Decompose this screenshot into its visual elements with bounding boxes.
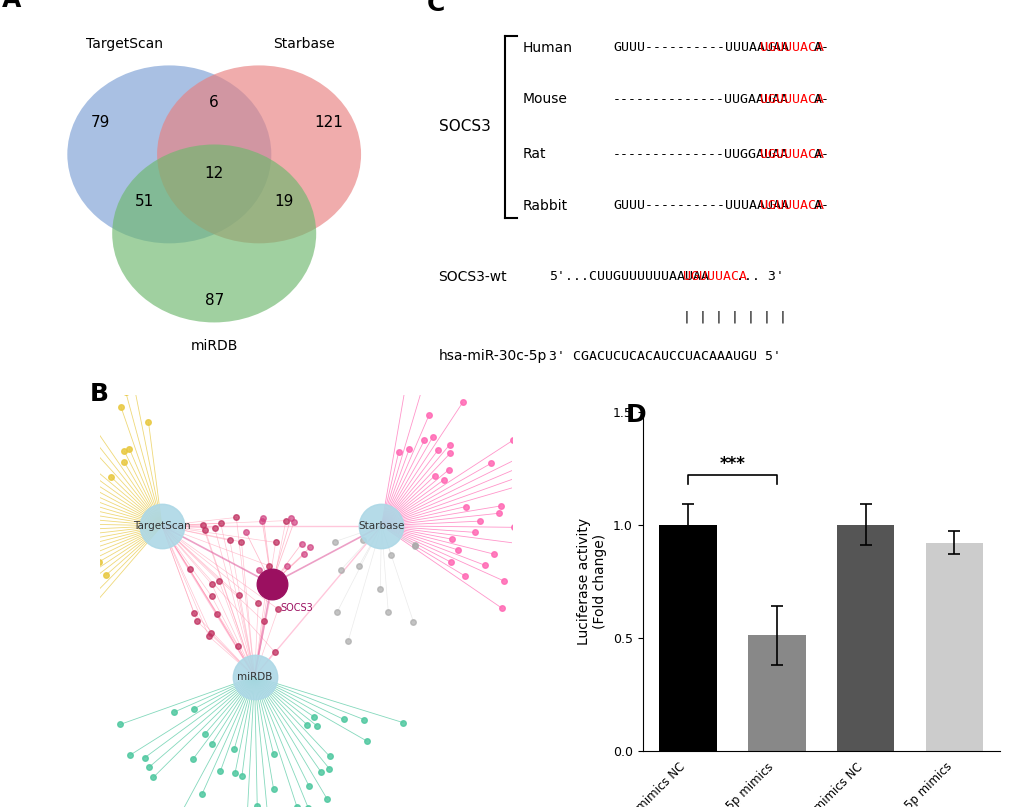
Text: GUUU----------UUUAAUAA: GUUU----------UUUAAUAA bbox=[612, 41, 789, 54]
Text: UGUUUACA: UGUUUACA bbox=[759, 199, 823, 212]
Text: TargetScan: TargetScan bbox=[133, 521, 191, 531]
Text: hsa-miR-30c-5p: hsa-miR-30c-5p bbox=[438, 349, 546, 363]
Text: A: A bbox=[2, 0, 21, 12]
Text: SOCS3: SOCS3 bbox=[438, 119, 490, 134]
Ellipse shape bbox=[112, 144, 316, 323]
Text: ... 3': ... 3' bbox=[736, 270, 784, 283]
Text: SOCS3-wt: SOCS3-wt bbox=[438, 270, 506, 284]
Bar bbox=[836, 525, 894, 751]
Text: UGUUUACA: UGUUUACA bbox=[682, 270, 746, 283]
Text: UGUUUACA: UGUUUACA bbox=[759, 148, 823, 161]
Text: 87: 87 bbox=[205, 293, 223, 307]
Text: A-: A- bbox=[813, 199, 828, 212]
Text: UGUUUACA: UGUUUACA bbox=[759, 93, 823, 106]
Bar bbox=[924, 542, 982, 751]
Text: 5'...CUUGUUUUUUAAUAA: 5'...CUUGUUUUUUAAUAA bbox=[548, 270, 708, 283]
Bar bbox=[658, 525, 716, 751]
Text: Rabbit: Rabbit bbox=[523, 199, 568, 213]
Text: A-: A- bbox=[813, 148, 828, 161]
Text: Starbase: Starbase bbox=[273, 36, 334, 51]
Text: 6: 6 bbox=[209, 95, 219, 110]
Text: --------------UUGGAUAA: --------------UUGGAUAA bbox=[612, 148, 789, 161]
Text: C: C bbox=[427, 0, 445, 16]
Text: GUUU----------UUUAAUAA: GUUU----------UUUAAUAA bbox=[612, 199, 789, 212]
Ellipse shape bbox=[67, 65, 271, 244]
Text: A-: A- bbox=[813, 41, 828, 54]
Text: miRDB: miRDB bbox=[191, 339, 237, 353]
Text: B: B bbox=[90, 382, 109, 406]
Text: SOCS3: SOCS3 bbox=[280, 603, 313, 613]
Text: 12: 12 bbox=[205, 166, 223, 181]
Text: 51: 51 bbox=[136, 194, 154, 209]
Text: 19: 19 bbox=[274, 194, 292, 209]
Text: Mouse: Mouse bbox=[523, 92, 568, 106]
Y-axis label: Luciferase activity
(Fold change): Luciferase activity (Fold change) bbox=[577, 517, 606, 645]
Text: Human: Human bbox=[523, 40, 573, 55]
Text: | | | | | | |: | | | | | | | bbox=[682, 310, 786, 323]
Text: Rat: Rat bbox=[523, 148, 546, 161]
Text: Starbase: Starbase bbox=[358, 521, 405, 531]
Ellipse shape bbox=[157, 65, 361, 244]
Bar bbox=[747, 635, 805, 751]
Text: UGUUUACA: UGUUUACA bbox=[759, 41, 823, 54]
Text: 79: 79 bbox=[91, 115, 109, 130]
Text: 121: 121 bbox=[314, 115, 342, 130]
Text: A-: A- bbox=[813, 93, 828, 106]
Text: miRDB: miRDB bbox=[236, 671, 272, 682]
Text: 3' CGACUCUCACAUCCUACAAAUGU 5': 3' CGACUCUCACAUCCUACAAAUGU 5' bbox=[548, 349, 781, 362]
Text: ***: *** bbox=[718, 454, 745, 473]
Text: TargetScan: TargetScan bbox=[86, 36, 163, 51]
Text: D: D bbox=[625, 403, 645, 427]
Text: --------------UUGAAUAA: --------------UUGAAUAA bbox=[612, 93, 789, 106]
